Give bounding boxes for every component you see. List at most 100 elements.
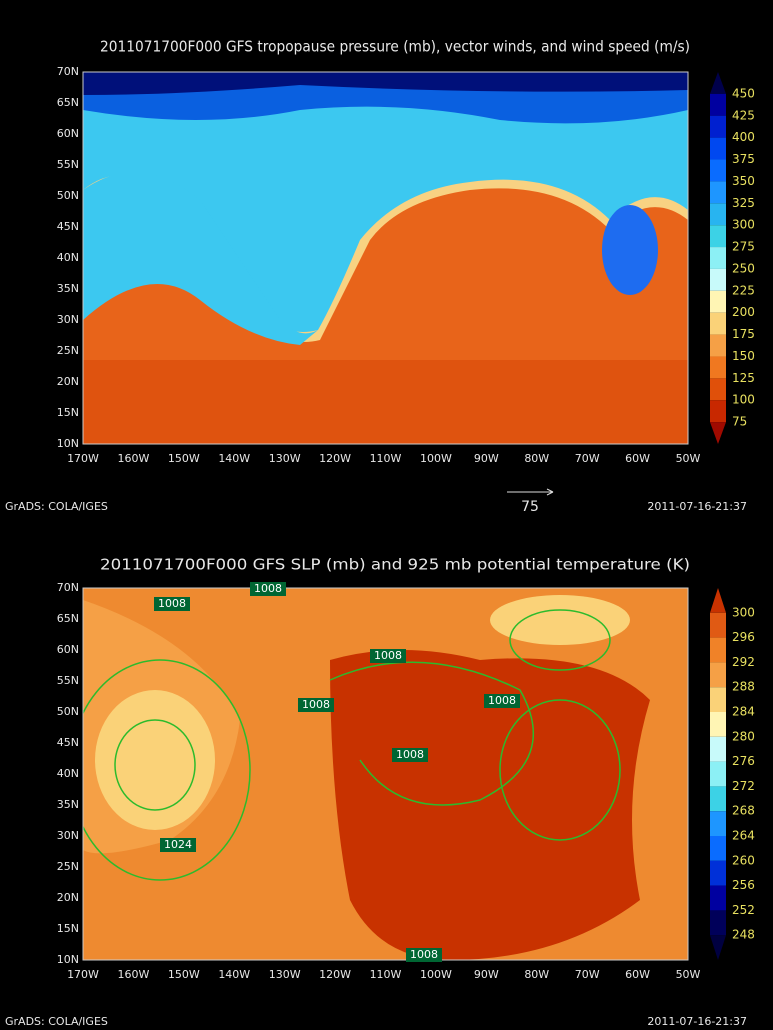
lat-label: 70N — [57, 581, 79, 594]
colorbar-box — [710, 860, 726, 886]
contour-label: 1008 — [158, 597, 186, 610]
lon-label: 140W — [218, 968, 250, 981]
colorbar-label: 272 — [732, 779, 755, 793]
colorbar-label: 288 — [732, 680, 755, 694]
contour-label: 1008 — [302, 698, 330, 711]
lat-label: 65N — [57, 96, 79, 109]
colorbar-box — [710, 356, 726, 379]
colorbar-label: 268 — [732, 804, 755, 818]
colorbar-label: 375 — [732, 152, 755, 166]
colorbar-box — [710, 712, 726, 737]
contour-label-box — [250, 582, 286, 596]
lon-label: 130W — [269, 968, 301, 981]
colorbar-box — [710, 137, 726, 160]
lat-label: 40N — [57, 767, 79, 780]
colorbar-label: 300 — [732, 218, 755, 232]
contour-label-box — [484, 694, 520, 708]
lon-label: 100W — [420, 968, 452, 981]
contour-label-box — [298, 698, 334, 712]
colorbar-box — [710, 786, 726, 812]
colorbar-label: 260 — [732, 853, 755, 867]
colorbar-box — [710, 290, 726, 313]
colorbar-label: 400 — [732, 130, 755, 144]
contour-label: 1024 — [164, 838, 192, 851]
lon-label: 60W — [625, 452, 650, 465]
colorbar-box — [710, 378, 726, 401]
colorbar-cap — [710, 588, 726, 613]
lon-label: 80W — [524, 452, 549, 465]
colorbar-label: 325 — [732, 196, 755, 210]
colorbar-label: 276 — [732, 754, 755, 768]
lon-label: 110W — [370, 968, 402, 981]
lat-label: 15N — [57, 922, 79, 935]
lat-label: 35N — [57, 798, 79, 811]
lon-label: 50W — [676, 452, 701, 465]
colorbar-box — [710, 159, 726, 182]
lat-label: 30N — [57, 313, 79, 326]
lon-label: 130W — [269, 452, 301, 465]
colorbar-box — [710, 225, 726, 248]
vector-reference: 75 — [521, 499, 539, 515]
colorbar-label: 252 — [732, 903, 755, 917]
colorbar-label: 248 — [732, 928, 755, 942]
lat-label: 45N — [57, 736, 79, 749]
colorbar-box — [710, 400, 726, 423]
colorbar-box — [710, 736, 726, 762]
lat-label: 35N — [57, 282, 79, 295]
lat-label: 70N — [57, 65, 79, 78]
colorbar-box — [710, 93, 726, 116]
colorbar-label: 200 — [732, 305, 755, 319]
lon-label: 150W — [168, 968, 200, 981]
colorbar-label: 350 — [732, 174, 755, 188]
map-upper — [83, 72, 688, 444]
colorbar-label: 280 — [732, 729, 755, 743]
vector-reference-arrow — [507, 488, 554, 496]
colorbar-label: 450 — [732, 86, 755, 100]
lon-label: 170W — [67, 968, 99, 981]
lat-label: 15N — [57, 406, 79, 419]
colorbar-label: 175 — [732, 327, 755, 341]
title: 2011071700F000 GFS SLP (mb) and 925 mb p… — [100, 556, 690, 574]
lat-label: 55N — [57, 674, 79, 687]
contour-label-box — [370, 649, 406, 663]
title: 2011071700F000 GFS tropopause pressure (… — [100, 38, 690, 56]
lon-label: 120W — [319, 452, 351, 465]
lat-label: 60N — [57, 127, 79, 140]
colorbar-cap — [710, 72, 726, 94]
footer-left: GrADS: COLA/IGES — [5, 500, 108, 513]
lon-label: 100W — [420, 452, 452, 465]
colorbar-label: 284 — [732, 705, 755, 719]
lat-label: 40N — [57, 251, 79, 264]
colorbar-box — [710, 836, 726, 861]
colorbar-box — [710, 761, 726, 787]
colorbar-box — [710, 687, 726, 712]
contour-label: 1008 — [254, 582, 282, 595]
colorbar-label: 75 — [732, 415, 747, 429]
lon-label: 90W — [474, 452, 499, 465]
colorbar-box — [710, 203, 726, 226]
lat-label: 50N — [57, 189, 79, 202]
lon-label: 110W — [370, 452, 402, 465]
colorbar-box — [710, 247, 726, 269]
colorbar-box — [710, 885, 726, 911]
colorbar-box — [710, 910, 726, 936]
map-lower — [83, 588, 688, 960]
contour-label: 1008 — [374, 649, 402, 662]
lon-label: 70W — [575, 452, 600, 465]
colorbar-box — [710, 181, 726, 204]
lon-label: 60W — [625, 968, 650, 981]
lon-label: 160W — [117, 452, 149, 465]
colorbar-label: 264 — [732, 829, 755, 843]
lon-label: 50W — [676, 968, 701, 981]
lat-label: 45N — [57, 220, 79, 233]
contour-label-box — [160, 838, 196, 852]
colorbar-label: 250 — [732, 261, 755, 275]
footer-left: GrADS: COLA/IGES — [5, 1015, 108, 1028]
contour-label-box — [154, 597, 190, 611]
contour-label: 1008 — [410, 948, 438, 961]
lon-label: 80W — [524, 968, 549, 981]
lon-label: 150W — [168, 452, 200, 465]
colorbar-box — [710, 612, 726, 638]
colorbar-label: 256 — [732, 878, 755, 892]
